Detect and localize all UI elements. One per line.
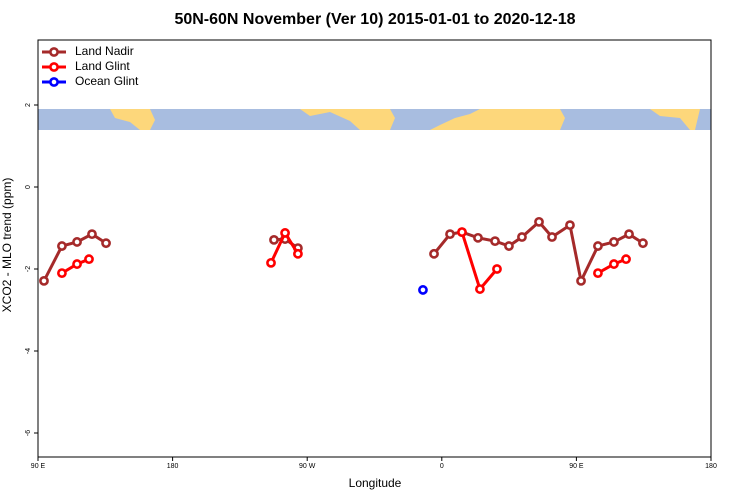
series-line: [42, 219, 644, 286]
point: [445, 229, 455, 240]
point: [504, 241, 514, 251]
y-tick-label: -6: [25, 430, 32, 436]
point: [565, 220, 575, 231]
series-line: [61, 229, 627, 293]
plot-frame: [37, 39, 712, 458]
point: [418, 285, 428, 295]
legend-marker: [49, 77, 59, 87]
point: [609, 259, 619, 269]
point: [576, 275, 586, 286]
point: [593, 268, 603, 279]
point: [609, 237, 619, 247]
point: [593, 241, 603, 251]
y-axis-label: XCO2 - MLO trend (ppm): [0, 178, 14, 313]
point: [492, 264, 502, 274]
point: [269, 234, 279, 245]
legend-label: Land Nadir: [75, 44, 134, 58]
y-tick-label: -4: [25, 348, 32, 354]
point: [72, 237, 82, 247]
point: [490, 236, 500, 247]
point: [638, 238, 648, 249]
x-tick-label: 0: [440, 463, 444, 470]
legend-label: Land Glint: [75, 59, 130, 73]
point: [517, 232, 527, 242]
point: [429, 248, 439, 259]
point: [457, 227, 467, 237]
chart-title: 50N-60N November (Ver 10) 2015-01-01 to …: [174, 11, 575, 28]
point: [475, 284, 485, 294]
point: [280, 228, 290, 238]
map-strip: [38, 109, 711, 130]
point: [547, 232, 557, 242]
point: [57, 241, 67, 251]
point: [621, 254, 631, 265]
point: [72, 259, 82, 269]
x-tick-label: 90 E: [569, 463, 584, 470]
x-tick-label: 90 W: [299, 463, 316, 470]
point: [87, 229, 97, 240]
point: [57, 268, 67, 279]
y-tick-label: 0: [25, 185, 32, 189]
point: [266, 257, 276, 268]
y-tick-label: 2: [25, 103, 32, 107]
x-tick-label: 90 E: [31, 463, 46, 470]
legend-marker: [49, 47, 59, 57]
point: [473, 232, 483, 243]
y-tick-label: -2: [25, 266, 32, 272]
point: [39, 275, 49, 286]
x-tick-label: 180: [705, 463, 717, 470]
point: [293, 248, 303, 259]
point: [84, 254, 94, 265]
legend-marker: [49, 62, 59, 72]
point: [534, 216, 544, 227]
x-axis-label: Longitude: [349, 476, 402, 490]
legend-label: Ocean Glint: [75, 74, 139, 88]
point: [624, 229, 634, 240]
x-tick-label: 180: [167, 463, 179, 470]
point: [101, 238, 111, 249]
